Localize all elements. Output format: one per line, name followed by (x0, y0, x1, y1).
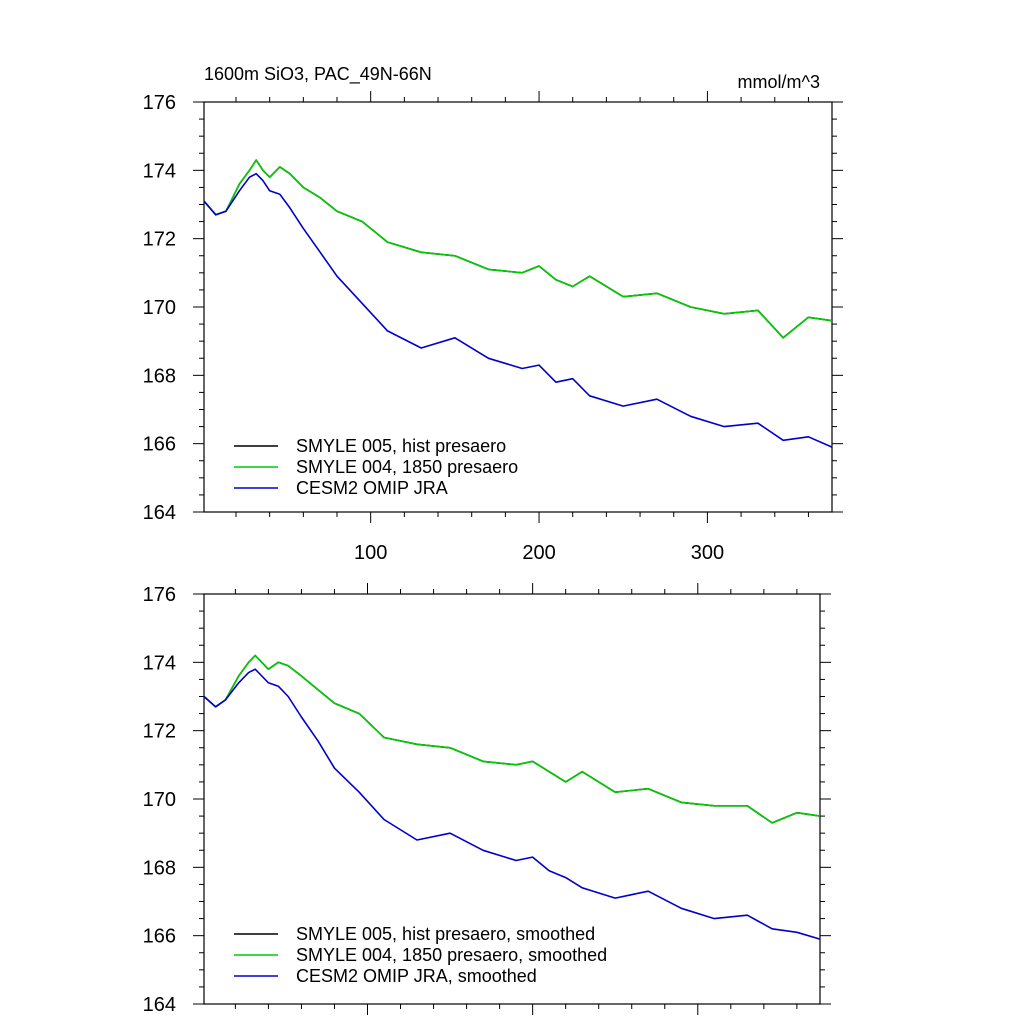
y-tick-label: 166 (143, 434, 176, 456)
y-tick-label: 170 (143, 789, 176, 811)
series-line-3 (203, 668, 821, 940)
legend-label: SMYLE 004, 1850 presaero, smoothed (296, 945, 607, 965)
y-tick-label: 168 (143, 857, 176, 879)
y-tick-label: 172 (143, 721, 176, 743)
legend-label: SMYLE 005, hist presaero, smoothed (296, 924, 595, 944)
y-tick-label: 166 (143, 926, 176, 948)
y-tick-label: 170 (143, 297, 176, 319)
y-tick-label: 168 (143, 365, 176, 387)
series-line-2 (203, 159, 833, 339)
legend-label: SMYLE 004, 1850 presaero (296, 457, 518, 477)
chart-panel-1: 164 166 168 170 172 174 176 100 200 300 1600m SiO3… (143, 64, 843, 564)
y-tick-label: 164 (143, 502, 176, 524)
series-line-1 (203, 159, 833, 339)
series-line-1 (203, 654, 821, 824)
y-tick-label: 176 (143, 584, 176, 606)
legend-label: CESM2 OMIP JRA, smoothed (296, 966, 537, 986)
x-tick-label: 200 (522, 542, 555, 564)
units-label: mmol/m^3 (738, 72, 820, 92)
x-tick-label: 300 (691, 542, 724, 564)
y-tick-label: 164 (143, 994, 176, 1016)
series-line-3 (203, 172, 833, 448)
series-line-2 (203, 654, 821, 824)
x-tick-label: 100 (354, 542, 387, 564)
legend-label: CESM2 OMIP JRA (296, 478, 448, 498)
legend-label: SMYLE 005, hist presaero (296, 436, 506, 456)
chart-title: 1600m SiO3, PAC_49N-66N (204, 64, 432, 85)
y-tick-label: 174 (143, 652, 176, 674)
y-tick-label: 172 (143, 229, 176, 251)
y-tick-label: 176 (143, 92, 176, 114)
chart-panel-2: 164 166 168 170 172 174 176 SMYLE 005, hist pre… (143, 583, 831, 1016)
y-tick-label: 174 (143, 160, 176, 182)
